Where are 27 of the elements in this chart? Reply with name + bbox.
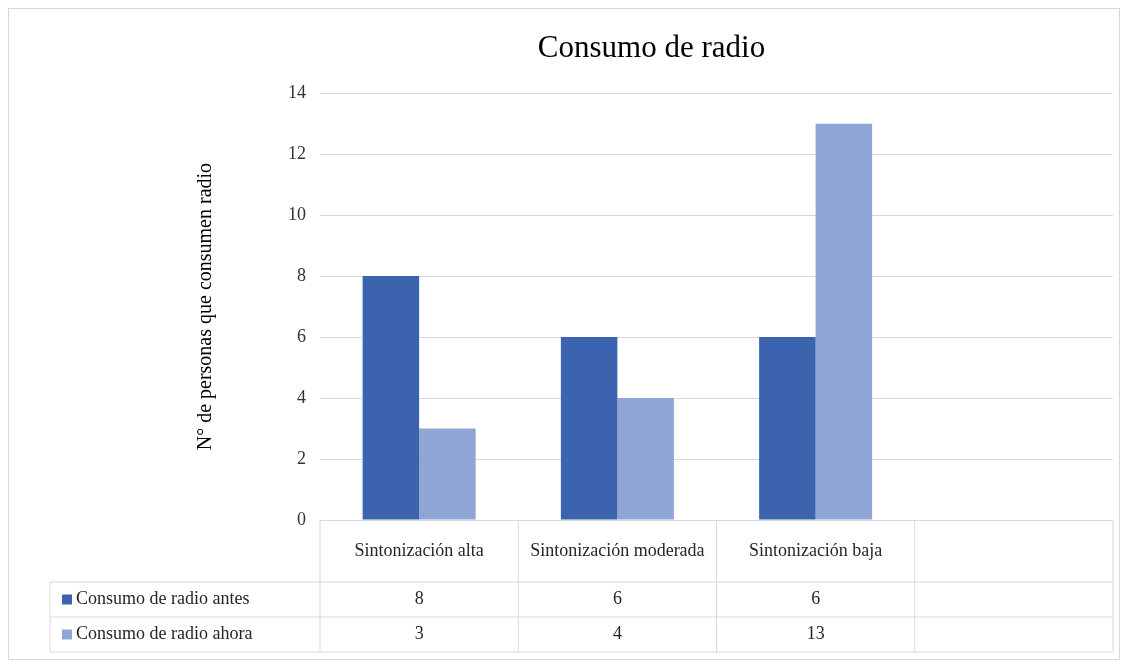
data-label: 8 xyxy=(414,588,424,609)
bar xyxy=(617,398,674,520)
y-tick-label: 2 xyxy=(297,447,306,468)
legend-label: Consumo de radio ahora xyxy=(76,623,253,644)
bar xyxy=(759,337,816,520)
data-label: 6 xyxy=(612,588,622,609)
data-label: 3 xyxy=(414,623,424,644)
y-tick-label: 14 xyxy=(288,81,306,102)
y-tick-label: 4 xyxy=(297,386,306,407)
bar xyxy=(362,276,420,520)
legend-label: Consumo de radio antes xyxy=(76,588,250,609)
bar xyxy=(419,428,476,520)
y-tick-label: 0 xyxy=(297,508,306,529)
y-tick-label: 12 xyxy=(288,142,306,163)
x-tick-label: Sintonización alta xyxy=(354,539,484,560)
y-tick-label: 8 xyxy=(297,264,306,285)
bar xyxy=(560,337,618,520)
y-tick-label: 6 xyxy=(297,325,306,346)
chart-title: Consumo de radio xyxy=(537,28,766,64)
y-tick-label: 10 xyxy=(288,203,306,224)
data-label: 6 xyxy=(811,588,821,609)
data-label: 4 xyxy=(612,623,622,644)
bar xyxy=(815,123,873,520)
data-label: 13 xyxy=(806,623,825,644)
y-axis-title: N° de personas que consumen radio xyxy=(193,162,217,451)
x-tick-label: Sintonización baja xyxy=(748,539,883,560)
x-tick-label: Sintonización moderada xyxy=(530,539,705,560)
